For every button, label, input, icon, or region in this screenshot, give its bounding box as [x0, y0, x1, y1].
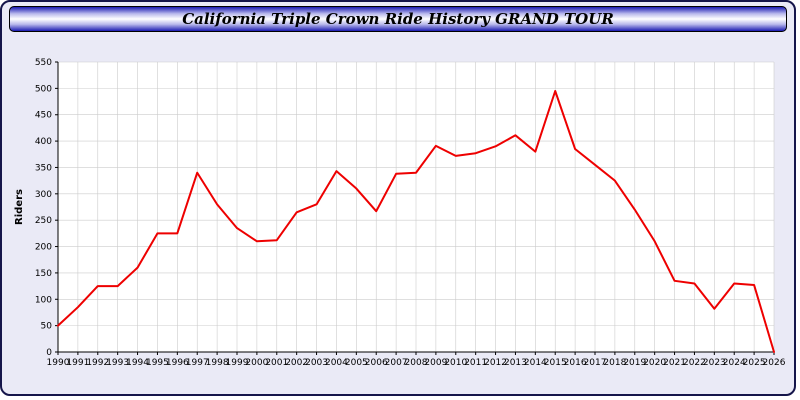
x-tick-label: 2017 — [584, 358, 607, 368]
x-tick-label: 2020 — [643, 358, 666, 368]
y-tick-label: 150 — [35, 269, 52, 279]
x-tick-label: 1994 — [126, 358, 149, 368]
x-tick-label: 1995 — [146, 358, 169, 368]
x-tick-label: 2019 — [623, 358, 646, 368]
ride-history-chart: 1990199119921993199419951996199719981999… — [14, 58, 786, 368]
x-tick-label: 2004 — [325, 358, 348, 368]
y-tick-label: 300 — [35, 190, 52, 200]
x-tick-label: 2021 — [663, 358, 686, 368]
y-tick-label: 200 — [35, 243, 52, 253]
x-tick-label: 2011 — [464, 358, 487, 368]
x-tick-label: 2008 — [405, 358, 428, 368]
x-tick-label: 1999 — [226, 358, 249, 368]
x-tick-label: 2013 — [504, 358, 527, 368]
x-tick-label: 1991 — [66, 358, 89, 368]
x-tick-label: 2026 — [763, 358, 786, 368]
x-tick-label: 2018 — [603, 358, 626, 368]
riders-line-series — [57, 90, 775, 353]
x-tick-label: 2000 — [245, 358, 268, 368]
y-tick-label: 100 — [35, 295, 52, 305]
y-tick-label: 450 — [35, 111, 52, 121]
x-tick-label: 2025 — [743, 358, 766, 368]
y-tick-label: 50 — [41, 322, 53, 332]
y-tick-label: 500 — [35, 84, 52, 94]
x-tick-label: 2016 — [564, 358, 587, 368]
chart-title-bar: California Triple Crown Ride History GRA… — [9, 6, 787, 32]
y-tick-label: 0 — [46, 348, 52, 358]
chart-area: 1990 1991 1992 1993 1994 1995 1996 1997 1998 1999… — [10, 48, 790, 394]
x-tick-label: 2022 — [683, 358, 706, 368]
x-tick-label: 2024 — [723, 358, 746, 368]
y-tick-label: 250 — [35, 216, 52, 226]
y-tick-label: 550 — [35, 58, 52, 68]
x-tick-label: 2003 — [305, 358, 328, 368]
x-tick-label: 2007 — [385, 358, 408, 368]
x-tick-label: 1996 — [166, 358, 189, 368]
x-tick-label: 1992 — [86, 358, 109, 368]
x-tick-label: 2005 — [345, 358, 368, 368]
x-tick-label: 2014 — [524, 358, 547, 368]
y-tick-label: 400 — [35, 137, 52, 147]
x-tick-label: 1997 — [186, 358, 209, 368]
chart-title: California Triple Crown Ride History GRA… — [182, 10, 614, 28]
y-axis-title: Riders — [14, 189, 25, 225]
x-tick-label: 1993 — [106, 358, 129, 368]
x-tick-label: 1998 — [206, 358, 229, 368]
x-tick-label: 2015 — [544, 358, 567, 368]
x-tick-label: 2023 — [703, 358, 726, 368]
y-tick-label: 350 — [35, 163, 52, 173]
x-tick-label: 2002 — [285, 358, 308, 368]
x-tick-label: 2010 — [444, 358, 467, 368]
x-tick-label: 1990 — [47, 358, 70, 368]
x-tick-label: 2009 — [424, 358, 447, 368]
x-tick-label: 2006 — [365, 358, 388, 368]
x-tick-label: 2001 — [265, 358, 288, 368]
x-tick-label: 2012 — [484, 358, 507, 368]
